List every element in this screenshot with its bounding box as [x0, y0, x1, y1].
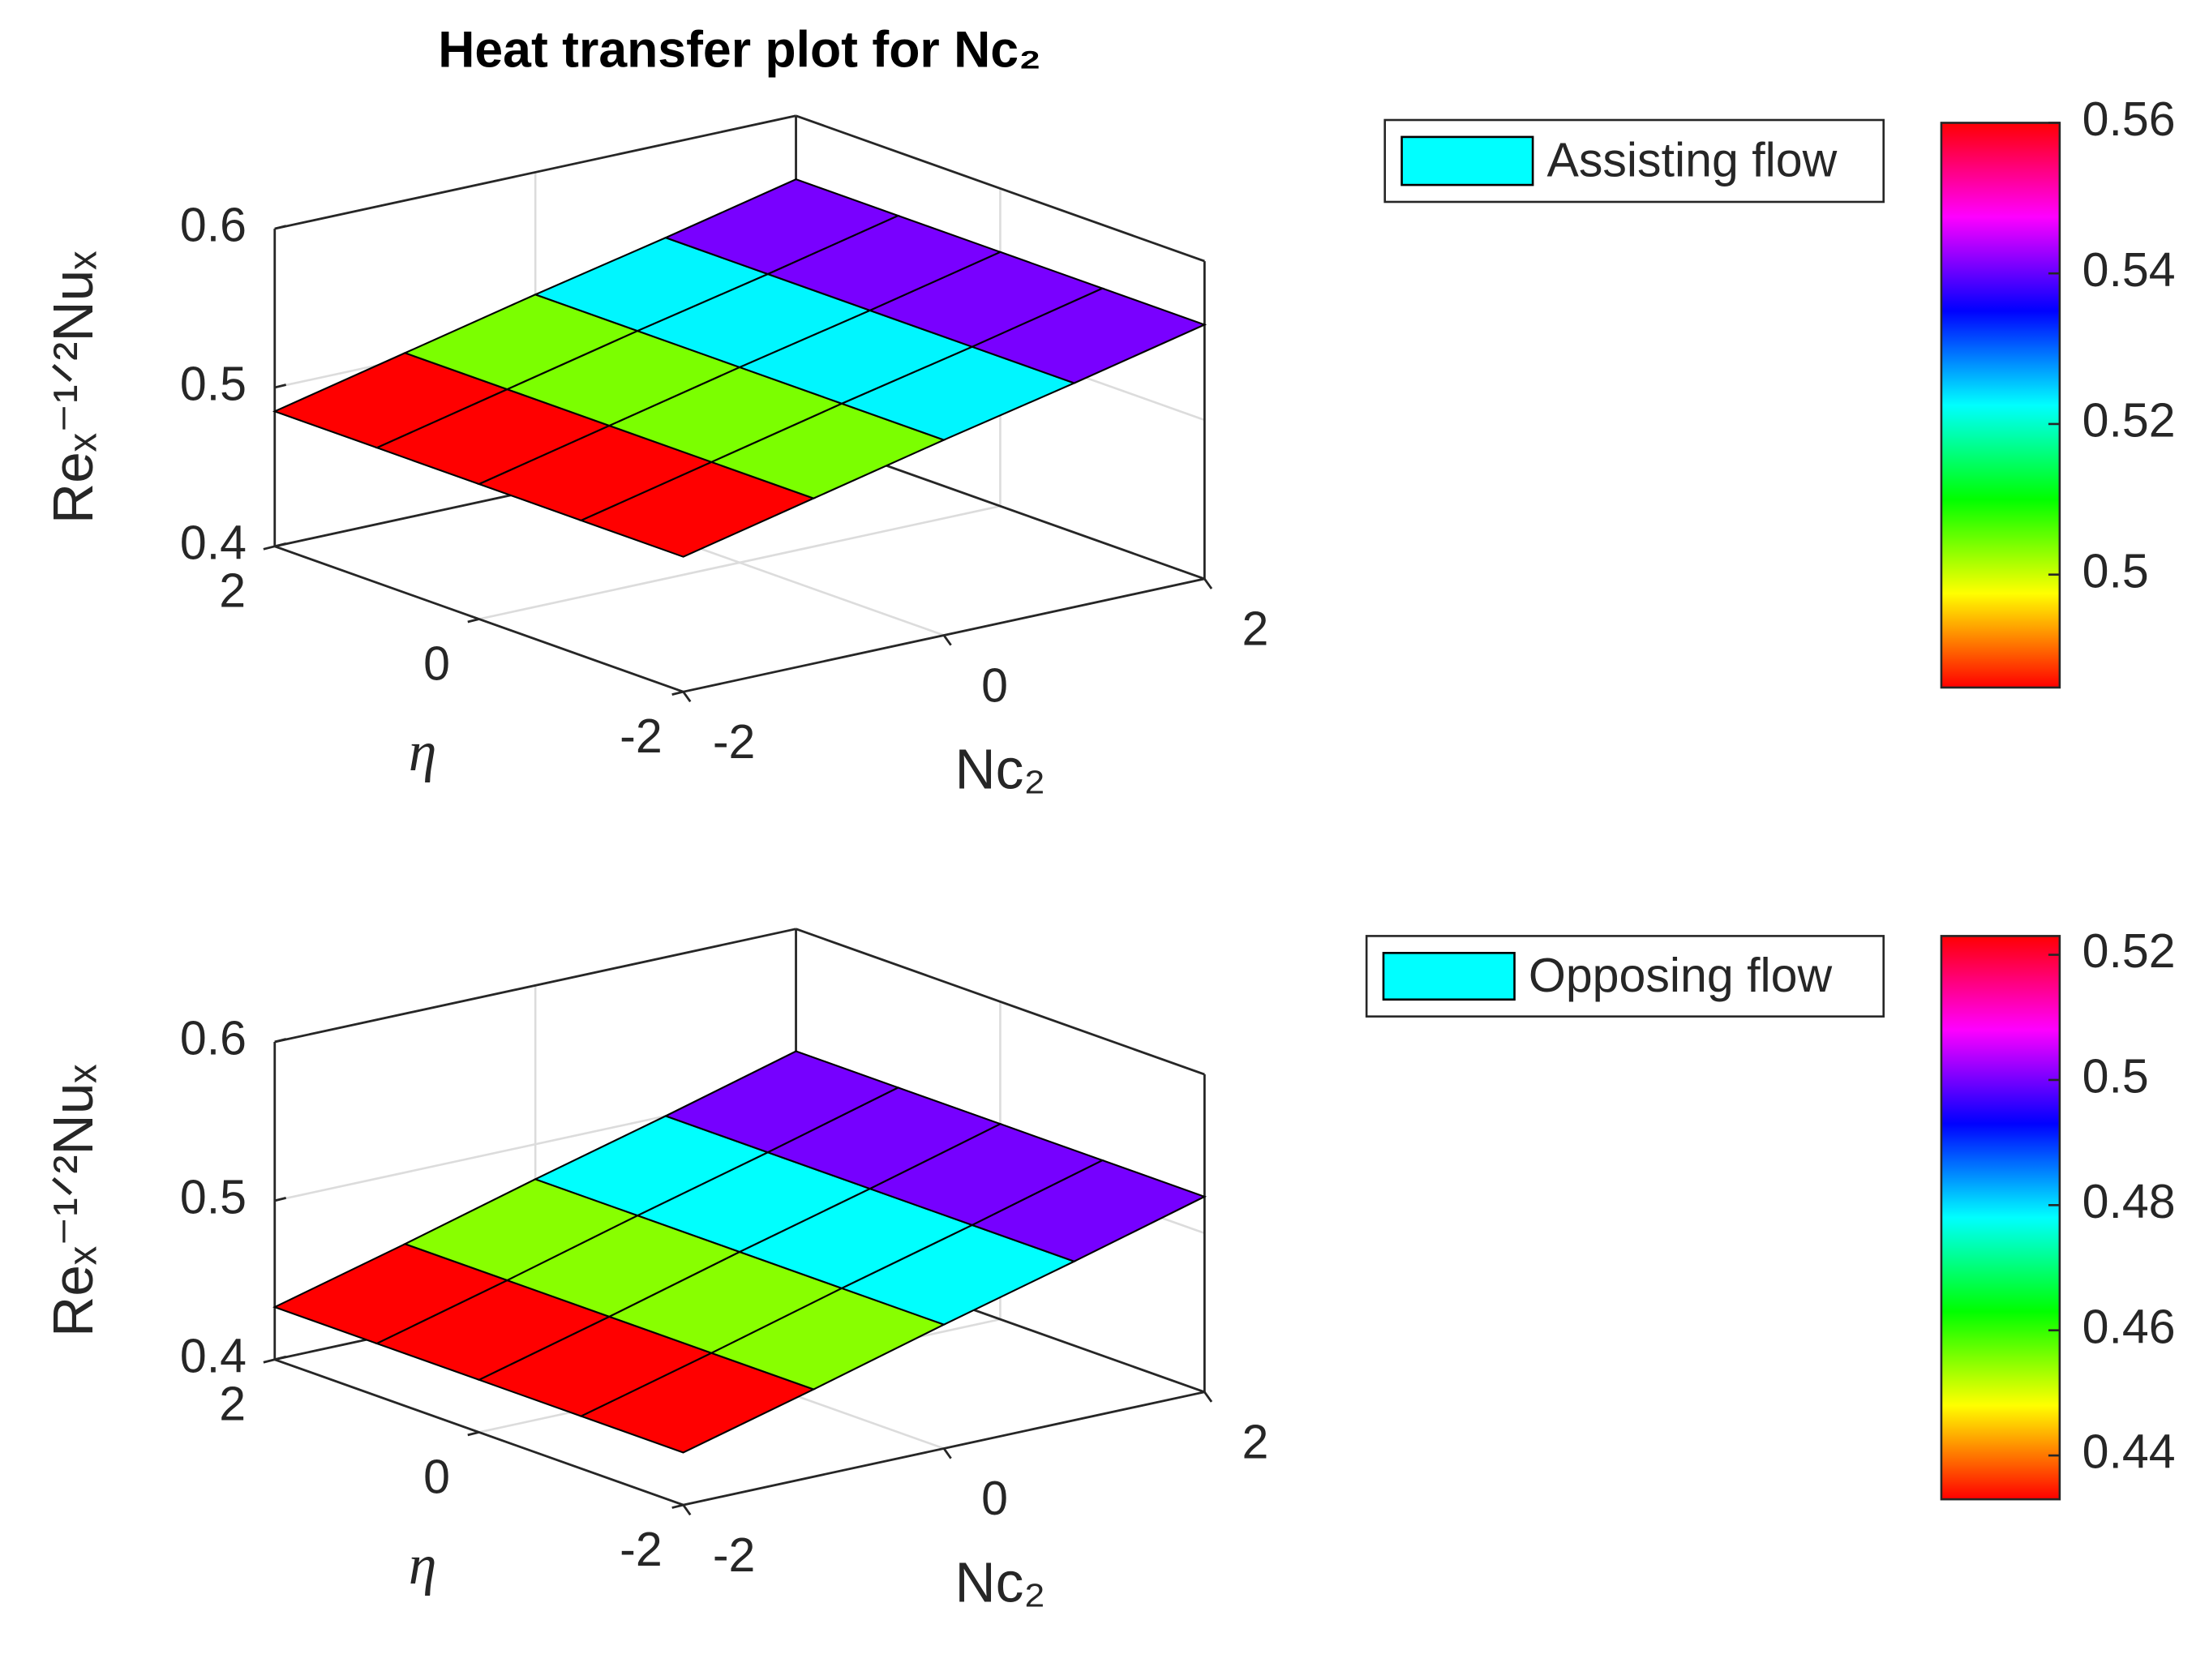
- tick-mark: [682, 691, 692, 703]
- colorbar-tick-label: 0.44: [2082, 1425, 2176, 1479]
- y-tick-label: -2: [620, 709, 663, 763]
- x-tick-label: 0: [981, 1471, 1008, 1525]
- colorbar-tick-label: 0.5: [2082, 543, 2149, 598]
- z-tick-label: 0.6: [180, 1011, 247, 1065]
- z-axis-label: Reₓ⁻¹ᐟ²Nuₓ: [41, 1065, 105, 1337]
- axis-box: [796, 114, 1205, 263]
- surface-patch: [663, 178, 901, 276]
- tick-mark: [274, 1355, 286, 1361]
- legend-label: Assisting flow: [1546, 133, 1837, 187]
- colorbar-tick-label: 0.52: [2082, 924, 2176, 978]
- axis-box: [274, 928, 796, 1044]
- colorbar-tick-label: 0.52: [2082, 393, 2176, 448]
- x-tick-label: 2: [1242, 1415, 1268, 1469]
- colorbar-tick-label: 0.54: [2082, 242, 2176, 297]
- colorbar-tick-label: 0.5: [2082, 1049, 2149, 1104]
- axis-box: [796, 928, 1205, 1076]
- z-axis-label: Reₓ⁻¹ᐟ²Nuₓ: [41, 251, 105, 524]
- tick-mark: [942, 634, 952, 646]
- tick-mark: [1203, 1391, 1213, 1403]
- y-axis-label: η: [409, 721, 436, 783]
- chart-title: Heat transfer plot for Nc₂: [438, 22, 1041, 79]
- z-tick-label: 0.5: [180, 1169, 247, 1224]
- tick-mark: [274, 384, 286, 389]
- tick-mark: [467, 1431, 480, 1437]
- legend-swatch: [1400, 135, 1534, 186]
- x-tick-label: -2: [713, 714, 756, 769]
- colorbar-tick-label: 0.48: [2082, 1174, 2176, 1228]
- y-tick-label: 0: [423, 1449, 450, 1503]
- axis-box: [274, 114, 796, 230]
- grid-line: [478, 504, 1001, 620]
- legend-label: Opposing flow: [1529, 948, 1833, 1002]
- y-tick-label: 0: [423, 636, 450, 690]
- y-axis-label: η: [409, 1534, 436, 1596]
- colorbar: [1940, 122, 2061, 689]
- y-tick-label: 2: [219, 564, 246, 618]
- z-tick-label: 0.4: [180, 515, 247, 569]
- tick-mark: [682, 1504, 692, 1516]
- tick-mark: [274, 542, 286, 548]
- tick-mark: [274, 1038, 286, 1044]
- z-tick-label: 0.5: [180, 357, 247, 411]
- colorbar-tick-label: 0.46: [2082, 1299, 2176, 1353]
- z-tick-label: 0.4: [180, 1328, 247, 1382]
- tick-mark: [1203, 578, 1213, 589]
- tick-mark: [263, 1358, 276, 1364]
- y-tick-label: -2: [620, 1522, 663, 1576]
- tick-mark: [942, 1447, 952, 1459]
- x-axis-label: Nc₂: [955, 737, 1046, 800]
- tick-mark: [671, 690, 684, 696]
- tick-mark: [671, 1503, 684, 1509]
- y-tick-label: 2: [219, 1377, 246, 1431]
- x-tick-label: -2: [713, 1528, 756, 1582]
- x-axis-label: Nc₂: [955, 1550, 1046, 1614]
- tick-mark: [274, 225, 286, 230]
- tick-mark: [263, 545, 276, 551]
- x-tick-label: 2: [1242, 602, 1268, 656]
- tick-mark: [467, 618, 480, 624]
- tick-mark: [274, 1197, 286, 1202]
- legend-swatch: [1382, 951, 1516, 1001]
- colorbar-tick-label: 0.56: [2082, 92, 2176, 146]
- z-tick-label: 0.6: [180, 198, 247, 252]
- colorbar: [1940, 935, 2061, 1501]
- x-tick-label: 0: [981, 658, 1008, 712]
- surface-patch: [663, 1050, 901, 1154]
